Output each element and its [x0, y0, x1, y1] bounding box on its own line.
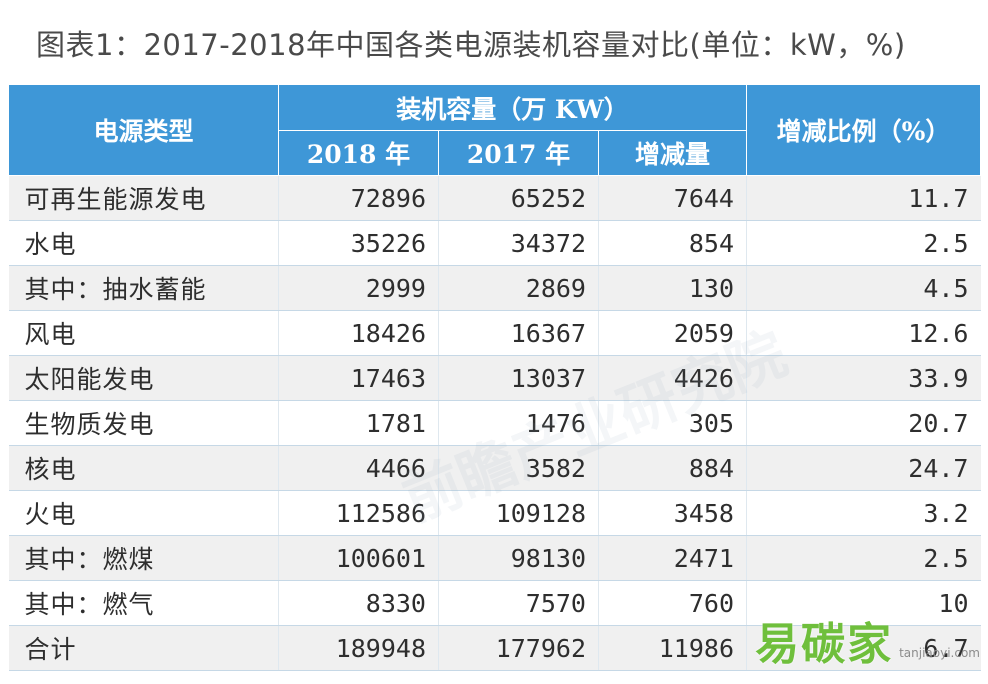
table-row: 合计 189948 177962 11986 6.7 — [8, 625, 981, 671]
cell-ratio: 4.5 — [746, 265, 981, 311]
header-2018: 2018 年 — [278, 130, 439, 176]
cell-2017: 109128 — [438, 490, 599, 536]
header-power-type: 电源类型 — [8, 84, 279, 176]
cell-2018: 2999 — [278, 265, 439, 311]
header-change: 增减量 — [598, 130, 747, 176]
table-row: 其中：燃煤 100601 98130 2471 2.5 — [8, 535, 981, 581]
table-row: 太阳能发电 17463 13037 4426 33.9 — [8, 355, 981, 401]
table-row: 风电 18426 16367 2059 12.6 — [8, 310, 981, 356]
cell-2018: 1781 — [278, 400, 439, 446]
cell-ratio: 11.7 — [746, 175, 981, 221]
cell-power-type: 其中：燃煤 — [8, 535, 279, 581]
table-row: 可再生能源发电 72896 65252 7644 11.7 — [8, 175, 981, 221]
table-row: 水电 35226 34372 854 2.5 — [8, 220, 981, 266]
cell-power-type: 可再生能源发电 — [8, 175, 279, 221]
cell-2017: 65252 — [438, 175, 599, 221]
site-logo: 易碳家 tanjiaoyi.com — [755, 608, 980, 672]
cell-change: 305 — [598, 400, 747, 446]
cell-ratio: 20.7 — [746, 400, 981, 446]
cell-power-type: 水电 — [8, 220, 279, 266]
cell-2017: 3582 — [438, 445, 599, 491]
cell-change: 4426 — [598, 355, 747, 401]
cell-ratio: 24.7 — [746, 445, 981, 491]
cell-change: 3458 — [598, 490, 747, 536]
cell-2018: 35226 — [278, 220, 439, 266]
cell-2017: 177962 — [438, 625, 599, 671]
cell-power-type: 风电 — [8, 310, 279, 356]
cell-2018: 17463 — [278, 355, 439, 401]
cell-2018: 100601 — [278, 535, 439, 581]
cell-2018: 8330 — [278, 580, 439, 626]
cell-2017: 16367 — [438, 310, 599, 356]
cell-2018: 18426 — [278, 310, 439, 356]
table-row: 生物质发电 1781 1476 305 20.7 — [8, 400, 981, 446]
cell-2017: 1476 — [438, 400, 599, 446]
logo-url: tanjiaoyi.com — [899, 646, 980, 660]
cell-2017: 98130 — [438, 535, 599, 581]
table-header: 电源类型 装机容量（万 KW） 增减比例（%） 2018 年 2017 年 增减… — [8, 84, 981, 176]
cell-ratio: 3.2 — [746, 490, 981, 536]
cell-power-type: 太阳能发电 — [8, 355, 279, 401]
cell-2017: 13037 — [438, 355, 599, 401]
table-body: 可再生能源发电 72896 65252 7644 11.7 水电 35226 34372 854… — [8, 175, 981, 671]
cell-power-type: 其中：抽水蓄能 — [8, 265, 279, 311]
table-row: 其中：抽水蓄能 2999 2869 130 4.5 — [8, 265, 981, 311]
cell-ratio: 12.6 — [746, 310, 981, 356]
cell-change: 760 — [598, 580, 747, 626]
cell-ratio: 10 — [746, 580, 981, 626]
table-row: 核电 4466 3582 884 24.7 — [8, 445, 981, 491]
header-ratio: 增减比例（%） — [746, 84, 981, 176]
cell-ratio: 6.7 — [746, 625, 981, 671]
cell-power-type: 合计 — [8, 625, 279, 671]
cell-change: 11986 — [598, 625, 747, 671]
cell-2017: 7570 — [438, 580, 599, 626]
cell-change: 2059 — [598, 310, 747, 356]
cell-power-type: 核电 — [8, 445, 279, 491]
header-2017: 2017 年 — [438, 130, 599, 176]
cell-ratio: 2.5 — [746, 220, 981, 266]
cell-2017: 2869 — [438, 265, 599, 311]
table-row: 其中：燃气 8330 7570 760 10 — [8, 580, 981, 626]
table-row: 火电 112586 109128 3458 3.2 — [8, 490, 981, 536]
cell-ratio: 2.5 — [746, 535, 981, 581]
cell-ratio: 33.9 — [746, 355, 981, 401]
cell-2017: 34372 — [438, 220, 599, 266]
cell-change: 884 — [598, 445, 747, 491]
cell-change: 130 — [598, 265, 747, 311]
cell-power-type: 其中：燃气 — [8, 580, 279, 626]
cell-change: 854 — [598, 220, 747, 266]
chart-title: 图表1：2017-2018年中国各类电源装机容量对比(单位：kW，%) — [36, 28, 906, 62]
header-capacity: 装机容量（万 KW） — [278, 84, 747, 131]
cell-power-type: 火电 — [8, 490, 279, 536]
cell-2018: 72896 — [278, 175, 439, 221]
cell-change: 2471 — [598, 535, 747, 581]
cell-2018: 112586 — [278, 490, 439, 536]
cell-2018: 4466 — [278, 445, 439, 491]
cell-power-type: 生物质发电 — [8, 400, 279, 446]
logo-mark: 易碳家 — [755, 619, 894, 670]
cell-change: 7644 — [598, 175, 747, 221]
capacity-table: 电源类型 装机容量（万 KW） 增减比例（%） 2018 年 2017 年 增减… — [8, 84, 981, 671]
cell-2018: 189948 — [278, 625, 439, 671]
